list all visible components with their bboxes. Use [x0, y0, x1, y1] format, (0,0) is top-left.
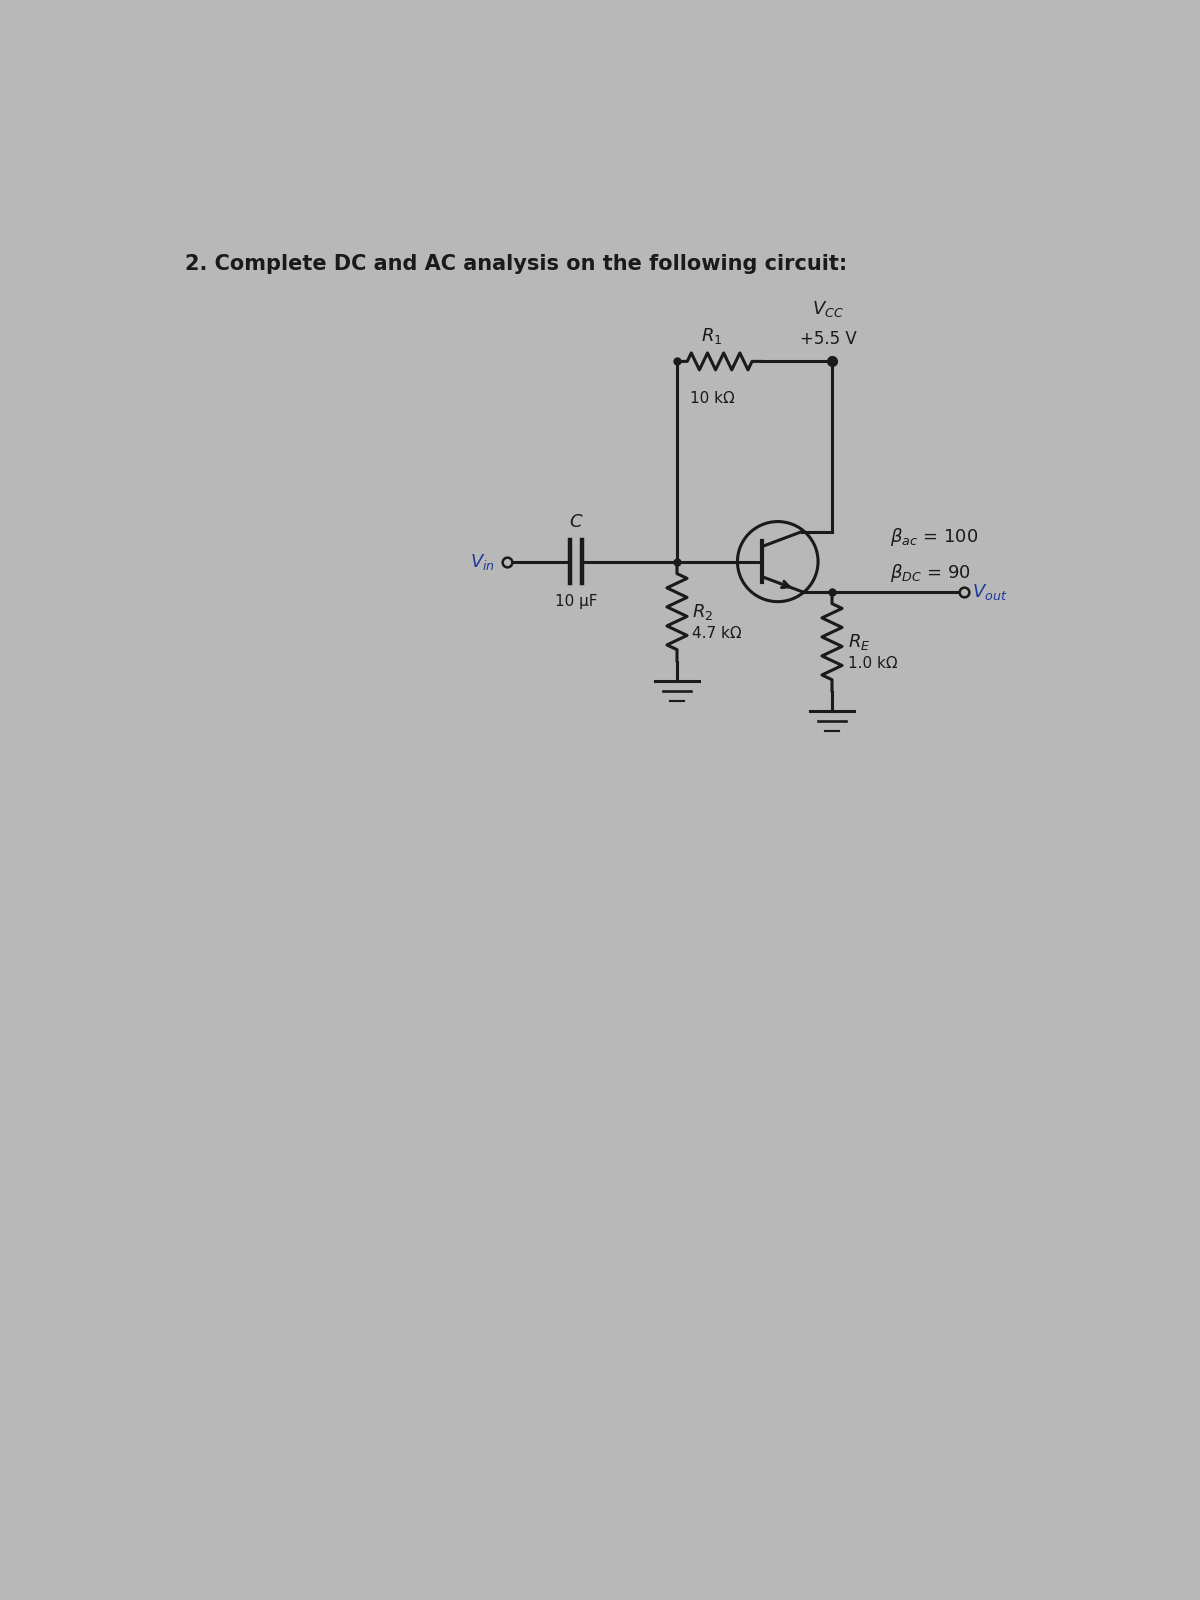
Text: 10 kΩ: 10 kΩ [690, 390, 734, 406]
Text: $C$: $C$ [569, 514, 583, 531]
Text: 1.0 kΩ: 1.0 kΩ [847, 656, 898, 670]
Text: $R_2$: $R_2$ [692, 602, 714, 622]
Text: 4.7 kΩ: 4.7 kΩ [692, 626, 742, 640]
Text: $V_{in}$: $V_{in}$ [470, 552, 494, 571]
Text: +5.5 V: +5.5 V [799, 330, 857, 347]
Text: 10 μF: 10 μF [554, 594, 598, 610]
Text: $\beta_{ac}$ = 100: $\beta_{ac}$ = 100 [890, 526, 978, 547]
Text: $V_{out}$: $V_{out}$ [972, 582, 1007, 602]
Text: 2. Complete DC and AC analysis on the following circuit:: 2. Complete DC and AC analysis on the fo… [185, 254, 847, 274]
Text: $V_{CC}$: $V_{CC}$ [812, 299, 844, 318]
Text: $\beta_{DC}$ = 90: $\beta_{DC}$ = 90 [890, 562, 971, 584]
Text: $R_E$: $R_E$ [847, 632, 870, 651]
Text: $R_1$: $R_1$ [701, 326, 722, 346]
